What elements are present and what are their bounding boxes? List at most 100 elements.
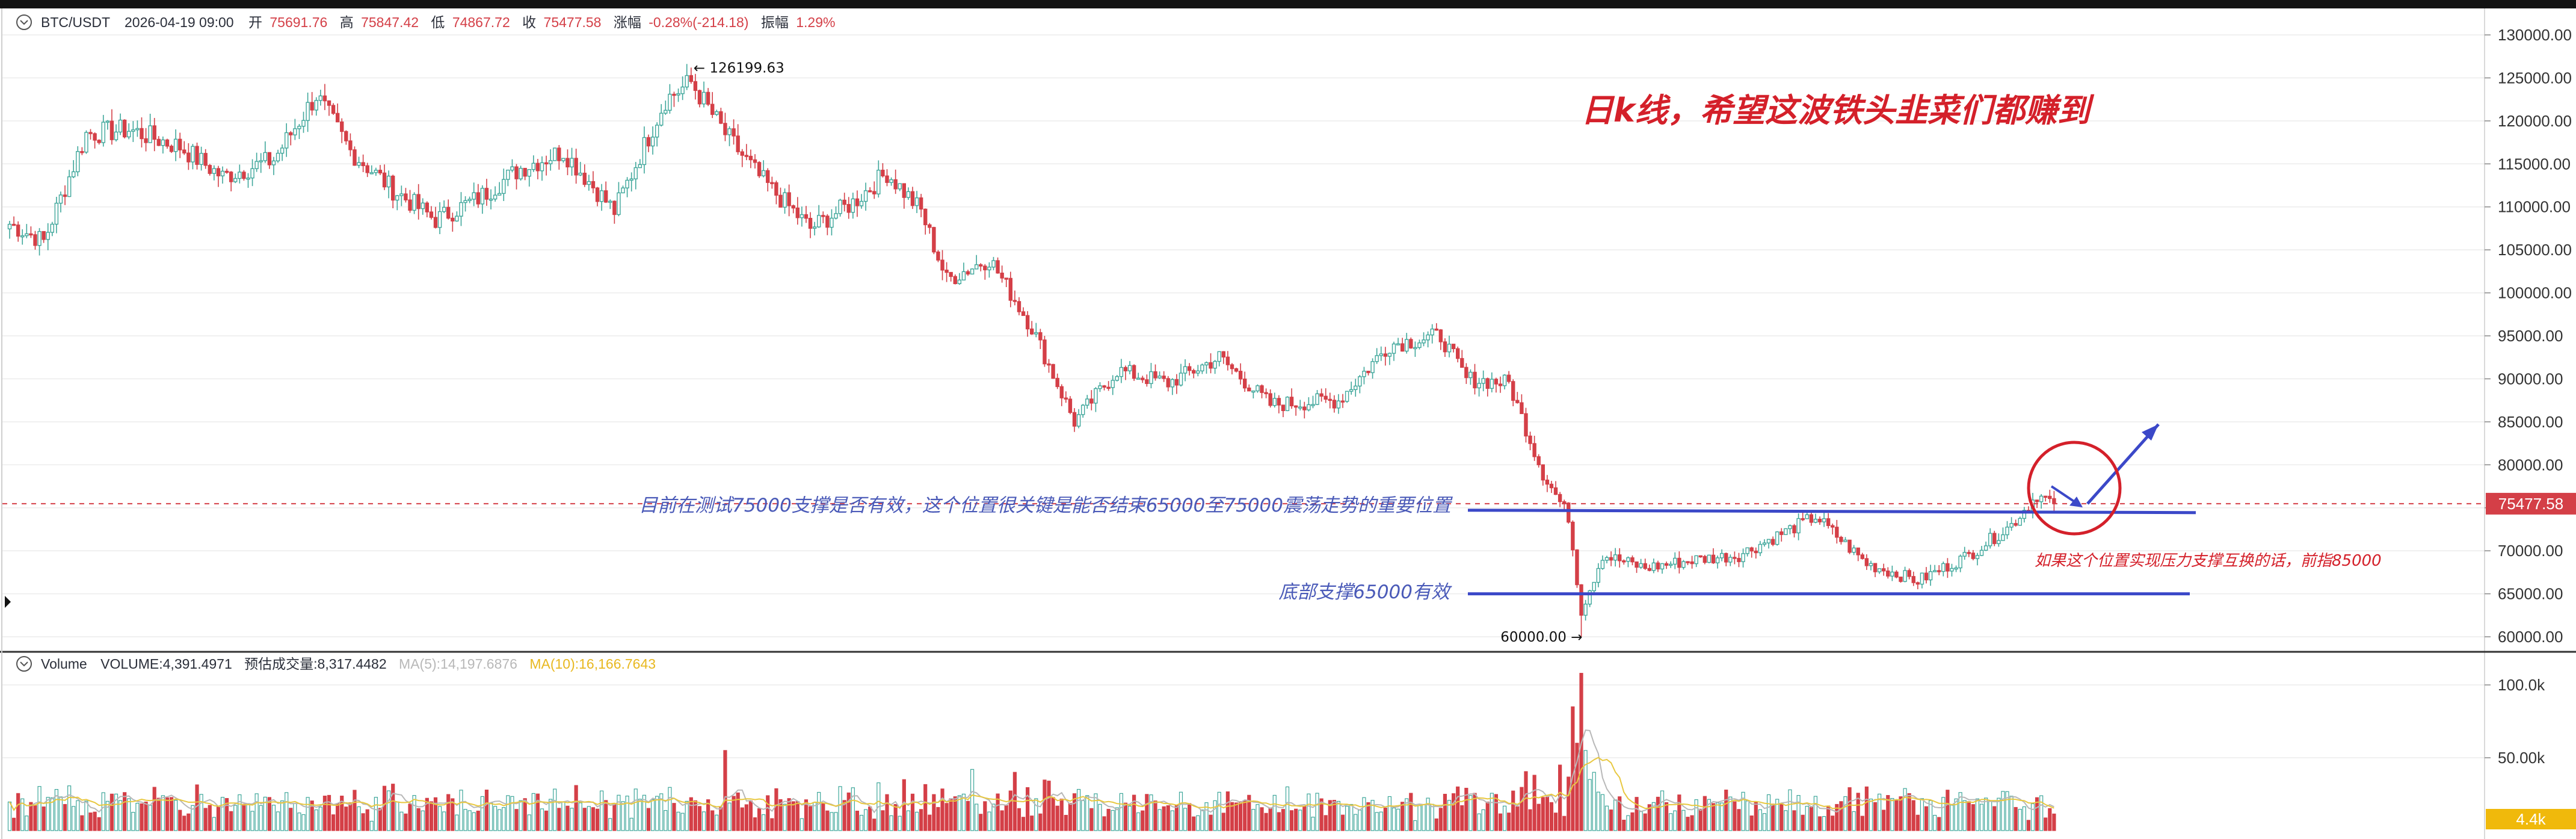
- volume-bar: [629, 817, 633, 831]
- ohlc-legend-text: BTC/USDT 2026-04-19 09:00 开 75691.76 高 7…: [41, 14, 835, 30]
- collapse-toggle-icon[interactable]: [16, 14, 32, 30]
- candle-body: [519, 167, 523, 179]
- candle-body: [1221, 351, 1226, 358]
- volume-bar: [336, 803, 340, 831]
- candle-body: [1213, 361, 1217, 369]
- target-annotation[interactable]: 如果这个位置实现压力支撑互换的话，前指85000: [2035, 552, 2382, 570]
- candle-body: [1770, 539, 1775, 545]
- price-axis[interactable]: 130000.00 125000.00 120000.00 115000.00 1100…: [2485, 26, 2572, 646]
- volume-bar: [1660, 790, 1665, 831]
- volume-bar: [348, 802, 353, 831]
- volume-bar: [109, 793, 114, 831]
- support-annotation[interactable]: 底部支撑65000有效: [1278, 581, 1452, 603]
- volume-bar: [2052, 813, 2056, 831]
- volume-bar: [1485, 801, 1490, 831]
- candle-body: [442, 206, 446, 212]
- chart-title-annotation[interactable]: 日k线，希望这波铁头韭菜们都赚到: [1581, 91, 2095, 129]
- candle-body: [1354, 385, 1358, 390]
- down-arrow-head[interactable]: [2069, 497, 2083, 507]
- volume-bar: [1260, 807, 1264, 831]
- up-arrow-shaft[interactable]: [2086, 423, 2160, 505]
- candle-body: [1047, 363, 1051, 366]
- candle-body: [800, 214, 804, 218]
- candle-body: [1903, 570, 1907, 582]
- volume-bar: [561, 801, 565, 831]
- candle-body: [1293, 405, 1298, 408]
- candle-body: [1847, 539, 1852, 553]
- candle-body: [1055, 377, 1059, 388]
- candle-body: [795, 207, 800, 218]
- candle-body: [561, 158, 565, 161]
- candle-body: [54, 202, 59, 225]
- volume-bar: [1221, 813, 1225, 831]
- volume-bar: [523, 798, 527, 831]
- candle-body: [961, 271, 966, 280]
- candle-body: [1455, 348, 1460, 359]
- candle-body: [1822, 518, 1826, 522]
- resistance-75000-line[interactable]: [1467, 509, 2196, 515]
- volume-bar: [1068, 803, 1073, 831]
- candle-body: [1362, 371, 1366, 377]
- candle-body: [1443, 341, 1447, 353]
- volume-bar: [63, 803, 67, 831]
- candle-body: [770, 182, 774, 184]
- play-icon[interactable]: [5, 596, 11, 608]
- candle-body: [1983, 545, 1988, 551]
- high-value: 75847.42: [361, 14, 419, 30]
- candle-body: [2044, 495, 2048, 498]
- candle-body: [979, 264, 983, 267]
- volume-collapse-toggle-icon[interactable]: [16, 656, 32, 672]
- ohlc-legend[interactable]: BTC/USDT 2026-04-19 09:00 开 75691.76 高 7…: [16, 14, 835, 30]
- candle-body: [1520, 402, 1524, 414]
- candle-body: [1915, 582, 1920, 585]
- candle-body: [1817, 518, 1822, 522]
- candle-body: [1647, 568, 1652, 571]
- volume-estimate: 预估成交量:8,317.4482: [244, 656, 387, 672]
- volume-bar: [1911, 800, 1915, 831]
- up-arrow-head[interactable]: [2142, 424, 2158, 441]
- candle-body: [1264, 392, 1268, 394]
- candle-body: [476, 192, 480, 205]
- volume-bar: [208, 805, 212, 831]
- candle-body: [757, 162, 762, 176]
- candle-body: [144, 138, 148, 143]
- candle-body: [93, 133, 97, 141]
- candle-body: [178, 138, 182, 150]
- candle-body: [1285, 397, 1290, 411]
- volume-bar: [983, 801, 987, 831]
- volume-bar: [1008, 790, 1012, 831]
- volume-bar: [135, 802, 140, 831]
- volume-grid: [2, 684, 2485, 758]
- candle-body: [391, 175, 395, 201]
- drawing-layer[interactable]: [1467, 423, 2196, 596]
- candle-body: [459, 202, 463, 217]
- highlight-circle[interactable]: [2027, 441, 2122, 536]
- candle-body: [1490, 379, 1494, 389]
- volume-axis[interactable]: 100.0k 50.00k: [2485, 676, 2545, 767]
- volume-bar: [421, 810, 425, 831]
- candle-body: [1801, 518, 1805, 521]
- candle-body: [229, 172, 233, 182]
- candle-body: [254, 161, 259, 169]
- resistance-annotation[interactable]: 目前在测试75000支撑是否有效，这个位置很关键是能否结束65000至75000…: [639, 495, 1453, 516]
- volume-bar: [1285, 786, 1290, 831]
- volume-bar: [1089, 808, 1094, 831]
- candle-body: [276, 152, 280, 162]
- candle-body: [1008, 277, 1013, 301]
- volume-bar: [1728, 796, 1733, 831]
- candle-body: [80, 151, 84, 153]
- candle-body: [1332, 400, 1337, 409]
- volume-bar: [1038, 813, 1043, 831]
- volume-legend[interactable]: Volume VOLUME:4,391.4971 预估成交量:8,317.448…: [16, 656, 656, 672]
- candle-body: [599, 190, 604, 202]
- volume-bar: [1805, 805, 1809, 831]
- volume-bar: [391, 784, 395, 831]
- volume-bar: [655, 796, 659, 831]
- candle-body: [224, 170, 229, 173]
- price-tick-label: 80000.00: [2498, 456, 2563, 474]
- candle-body: [953, 276, 957, 285]
- candle-body: [812, 226, 817, 229]
- volume-bar: [2044, 817, 2048, 831]
- candle-body: [1899, 577, 1903, 582]
